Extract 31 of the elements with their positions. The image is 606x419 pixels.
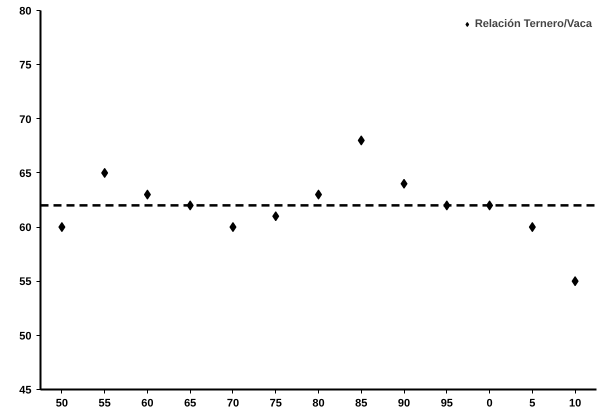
point: [272, 211, 280, 222]
x-tick-label: 60: [141, 398, 154, 410]
point: [528, 222, 536, 232]
y-tick-label: 70: [19, 114, 32, 126]
x-tick-label: 85: [355, 398, 368, 410]
point: [400, 178, 408, 189]
x-tick-label: 0: [486, 398, 493, 410]
x-tick-label: 75: [270, 398, 282, 410]
point: [358, 135, 365, 146]
x-tick-label: 50: [56, 398, 68, 410]
x-tick-label: 95: [440, 398, 453, 410]
point: [572, 276, 579, 286]
y-tick-label: 75: [19, 60, 32, 72]
legend-label: Relación Ternero/Vaca: [474, 18, 592, 30]
point: [229, 222, 236, 232]
y-tick-label: 80: [19, 6, 32, 18]
point: [101, 168, 108, 178]
x-tick-label: 10: [569, 398, 582, 410]
x-tick-label: 65: [184, 398, 196, 410]
x-tick-label: 55: [98, 398, 111, 410]
x-tick-label: 80: [312, 398, 325, 410]
x-tick-label: 90: [398, 398, 410, 410]
y-tick-label: 65: [19, 168, 32, 180]
point: [58, 222, 66, 232]
x-tick-label: 70: [226, 398, 240, 410]
y-tick-label: 50: [19, 330, 32, 342]
x-tick-label: 5: [529, 398, 536, 410]
y-tick-label: 55: [19, 276, 32, 288]
point: [144, 190, 151, 200]
y-tick-label: 45: [19, 384, 32, 396]
y-tick-label: 60: [19, 222, 32, 234]
